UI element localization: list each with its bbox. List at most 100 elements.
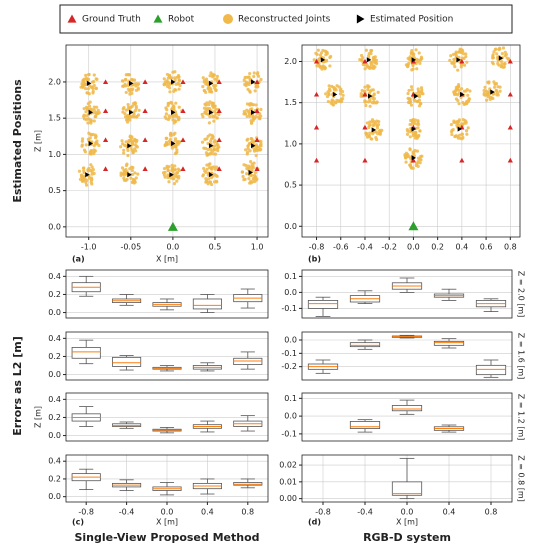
joint bbox=[417, 90, 422, 94]
marker bbox=[332, 91, 338, 98]
joint bbox=[177, 105, 181, 109]
joint bbox=[84, 180, 88, 185]
joint bbox=[364, 48, 368, 52]
joint bbox=[84, 143, 88, 147]
joint bbox=[174, 101, 178, 105]
joint bbox=[202, 166, 206, 171]
joint bbox=[465, 132, 469, 136]
joint bbox=[82, 77, 86, 81]
x-tick-label: 0.8 bbox=[241, 508, 254, 517]
joint bbox=[163, 143, 167, 147]
marker bbox=[208, 109, 214, 115]
joint bbox=[126, 148, 130, 153]
joint bbox=[130, 77, 134, 82]
x-tick-label: -1.0 bbox=[81, 243, 97, 252]
x-tick-label: 0.0 bbox=[161, 508, 174, 517]
joint bbox=[124, 90, 128, 95]
joint bbox=[130, 168, 134, 173]
joint bbox=[495, 52, 499, 56]
joint bbox=[506, 57, 510, 61]
joint bbox=[452, 57, 456, 62]
x-tick-label: 0.4 bbox=[201, 508, 214, 517]
x-tick-label: 0.2 bbox=[431, 243, 444, 252]
joint bbox=[123, 112, 127, 116]
joint bbox=[408, 135, 412, 139]
joint bbox=[120, 139, 124, 143]
joint bbox=[128, 88, 132, 92]
joint bbox=[208, 74, 212, 78]
y-tick-label: 0.4 bbox=[48, 395, 61, 404]
joint bbox=[84, 183, 89, 187]
joint bbox=[410, 119, 415, 123]
marker bbox=[208, 143, 214, 149]
joint bbox=[258, 117, 262, 121]
joint bbox=[496, 85, 500, 89]
joint bbox=[242, 78, 246, 82]
joint bbox=[166, 169, 170, 173]
x-tick-label: -0.4 bbox=[119, 508, 135, 517]
joint bbox=[500, 51, 504, 56]
joint bbox=[315, 52, 319, 56]
joint bbox=[334, 100, 338, 105]
marker bbox=[102, 137, 109, 142]
x-tick-label: -0.8 bbox=[78, 508, 94, 517]
joint bbox=[166, 76, 170, 80]
axes-frame bbox=[65, 392, 269, 442]
joint bbox=[91, 89, 95, 93]
marker bbox=[88, 140, 94, 147]
joint bbox=[88, 151, 93, 155]
joint bbox=[243, 148, 248, 152]
joint bbox=[248, 77, 252, 82]
side-label: Z = 0.8 [m] bbox=[517, 455, 526, 502]
marker bbox=[362, 91, 368, 97]
joint bbox=[255, 145, 259, 149]
joint bbox=[413, 133, 417, 137]
joint bbox=[171, 177, 175, 181]
joint bbox=[89, 168, 93, 173]
joint bbox=[489, 95, 493, 100]
x-tick-label: -0.05 bbox=[120, 243, 141, 252]
joint bbox=[320, 67, 324, 71]
y-tick-label: 0.0 bbox=[48, 222, 61, 231]
x-tick-label: -0.2 bbox=[381, 243, 397, 252]
joint bbox=[462, 63, 467, 67]
joint bbox=[364, 103, 368, 108]
side-label: Z = 1.2 [m] bbox=[517, 394, 526, 441]
joint bbox=[328, 55, 332, 60]
joint bbox=[363, 85, 367, 89]
joint bbox=[497, 46, 502, 50]
y-tick-label: 0.4 bbox=[48, 334, 61, 343]
joint bbox=[132, 112, 136, 116]
joint bbox=[453, 91, 457, 96]
y-tick-label: -0.1 bbox=[281, 429, 297, 438]
joint bbox=[418, 161, 422, 165]
joint bbox=[205, 106, 210, 111]
marker bbox=[460, 91, 465, 98]
joint bbox=[250, 103, 254, 107]
y-tick-label: -0.2 bbox=[281, 362, 297, 371]
joint bbox=[204, 177, 208, 181]
joint bbox=[325, 94, 330, 99]
joint bbox=[246, 147, 250, 151]
joint bbox=[165, 164, 169, 168]
panel-label: (d) bbox=[308, 518, 321, 527]
joint bbox=[492, 50, 496, 54]
joint bbox=[415, 60, 419, 64]
marker bbox=[459, 157, 465, 163]
marker bbox=[180, 137, 186, 142]
joint bbox=[161, 171, 166, 175]
marker bbox=[456, 57, 461, 63]
x-tick-label: 0.8 bbox=[485, 508, 498, 517]
x-tick-label: 0.5 bbox=[209, 243, 222, 252]
joint bbox=[173, 139, 177, 143]
marker bbox=[371, 127, 377, 133]
joint bbox=[205, 79, 209, 83]
joint bbox=[460, 137, 464, 141]
marker bbox=[102, 108, 109, 114]
joint bbox=[173, 164, 177, 168]
joint bbox=[484, 98, 489, 102]
y-tick-label: 0.00 bbox=[279, 494, 297, 503]
joint bbox=[217, 112, 221, 117]
joint-cloud bbox=[163, 100, 184, 125]
joint bbox=[125, 177, 129, 181]
